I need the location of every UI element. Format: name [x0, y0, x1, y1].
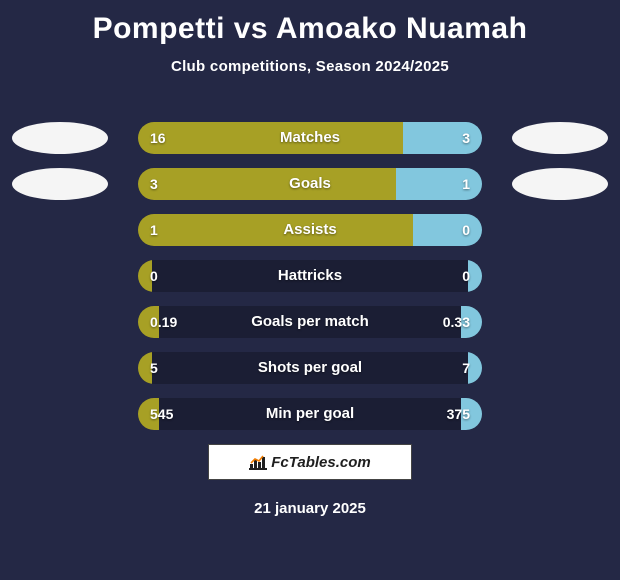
stat-bar-left: [138, 306, 159, 338]
stat-row: Goals per match0.190.33: [0, 306, 620, 338]
stats-rows: Matches163 Goals31 Assists10 Hattricks00 Goa…: [0, 122, 620, 444]
stat-bar-left: [138, 122, 403, 154]
stat-bar-track: [138, 260, 482, 292]
stat-bar-track: [138, 306, 482, 338]
stat-bar-right: [468, 352, 482, 384]
stat-row: Min per goal545375: [0, 398, 620, 430]
stat-row: Assists10: [0, 214, 620, 246]
stat-row: Goals31: [0, 168, 620, 200]
page-title: Pompetti vs Amoako Nuamah: [0, 0, 620, 46]
stat-bar-left: [138, 260, 152, 292]
stat-bar-right: [468, 260, 482, 292]
brand-label: FcTables.com: [271, 454, 370, 471]
stat-row: Matches163: [0, 122, 620, 154]
stat-bar-track: [138, 214, 482, 246]
footer-date: 21 january 2025: [0, 500, 620, 517]
team-logo-right: [512, 122, 608, 154]
page-subtitle: Club competitions, Season 2024/2025: [0, 58, 620, 75]
brand-badge: FcTables.com: [208, 444, 412, 480]
stat-row: Shots per goal57: [0, 352, 620, 384]
team-logo-left: [12, 122, 108, 154]
team-logo-right: [512, 168, 608, 200]
stat-row: Hattricks00: [0, 260, 620, 292]
stat-bar-left: [138, 352, 152, 384]
team-logo-left: [12, 168, 108, 200]
stat-bar-right: [461, 306, 482, 338]
stat-bar-left: [138, 398, 159, 430]
stat-bar-left: [138, 214, 413, 246]
stat-bar-right: [461, 398, 482, 430]
comparison-card: Pompetti vs Amoako Nuamah Club competiti…: [0, 0, 620, 580]
stat-bar-track: [138, 398, 482, 430]
stat-bar-track: [138, 122, 482, 154]
chart-icon: [249, 454, 267, 470]
stat-bar-track: [138, 168, 482, 200]
stat-bar-right: [413, 214, 482, 246]
stat-bar-track: [138, 352, 482, 384]
stat-bar-right: [403, 122, 482, 154]
stat-bar-right: [396, 168, 482, 200]
stat-bar-left: [138, 168, 396, 200]
